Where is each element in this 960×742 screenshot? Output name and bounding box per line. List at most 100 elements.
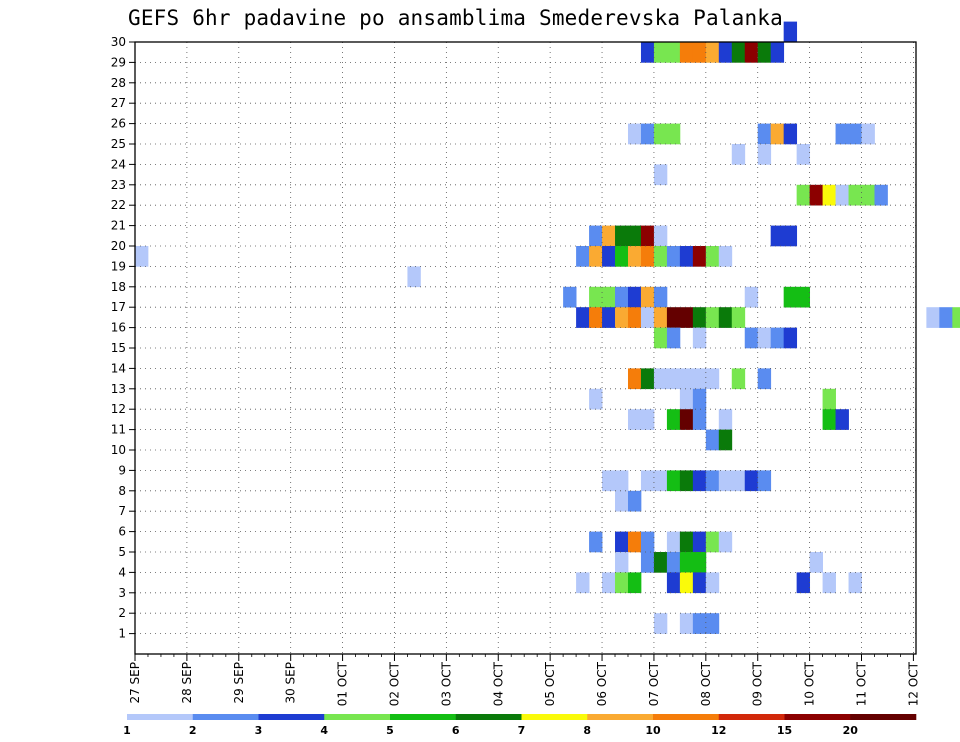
heatmap-cell: [666, 572, 681, 594]
grid-lines: [135, 41, 916, 654]
heatmap-cell: [705, 246, 720, 267]
legend-swatch: [718, 714, 785, 720]
heatmap-cell: [576, 307, 590, 328]
heatmap-cell: [835, 123, 849, 145]
heatmap-cell: [679, 307, 694, 328]
axis-ticks: 1234567891011121314151617181920212223242…: [111, 35, 921, 706]
legend-label: 6: [452, 724, 460, 737]
heatmap-cell: [718, 307, 733, 328]
heatmap-cell: [718, 429, 733, 451]
heatmap-cell: [640, 552, 655, 573]
heatmap-cell: [770, 123, 785, 145]
x-tick-label: 30 SEP: [284, 662, 298, 704]
heatmap-cell: [653, 327, 668, 349]
heatmap-cell: [576, 246, 590, 267]
heatmap-cell: [666, 368, 681, 390]
x-tick-label: 03 OCT: [439, 661, 453, 706]
heatmap-cell: [744, 286, 759, 308]
y-tick-label: 27: [111, 96, 126, 110]
heatmap-cell: [640, 368, 655, 390]
y-tick-label: 25: [111, 137, 126, 151]
x-tick-label: 01 OCT: [336, 661, 350, 706]
heatmap-cell: [653, 286, 668, 308]
y-tick-label: 8: [118, 484, 126, 498]
heatmap-cell: [835, 409, 849, 430]
legend-label: 20: [843, 724, 859, 737]
heatmap-cell: [589, 307, 603, 328]
y-tick-label: 21: [111, 219, 126, 233]
heatmap-cell: [822, 572, 836, 594]
heatmap-cell: [679, 246, 694, 267]
heatmap-cell: [615, 470, 629, 492]
heatmap-cell: [666, 470, 681, 492]
heatmap-cell: [692, 409, 707, 430]
heatmap-cell: [589, 286, 603, 308]
heatmap-cell: [589, 531, 603, 553]
heatmap-cell: [589, 388, 603, 410]
heatmap-cell: [576, 572, 590, 594]
heatmap-cell: [796, 286, 811, 308]
heatmap-cell: [692, 307, 707, 328]
heatmap-cell: [796, 144, 811, 165]
legend-swatch: [653, 714, 720, 720]
y-tick-label: 4: [118, 565, 126, 579]
heatmap-cell: [718, 531, 733, 553]
x-tick-label: 29 SEP: [232, 662, 246, 704]
heatmap-cell: [692, 327, 707, 349]
y-tick-label: 16: [111, 321, 126, 335]
heatmap-cell: [627, 123, 642, 145]
heatmap-cell: [848, 572, 862, 594]
heatmap-cell: [615, 552, 629, 573]
heatmap-cell: [692, 572, 707, 594]
heatmap-cell: [692, 552, 707, 573]
heatmap-cell: [679, 572, 694, 594]
heatmap-cell: [627, 490, 642, 512]
heatmap-cell: [627, 286, 642, 308]
x-tick-label: 11 OCT: [855, 661, 869, 706]
legend-label: 1: [123, 724, 131, 737]
heatmap-cell: [602, 225, 616, 247]
heatmap-cell: [705, 572, 720, 594]
y-tick-label: 3: [118, 586, 126, 600]
y-tick-label: 22: [111, 198, 126, 212]
heatmap-cell: [653, 613, 668, 634]
x-tick-label: 10 OCT: [803, 661, 817, 706]
heatmap-cell: [602, 470, 616, 492]
heatmap-cell: [783, 225, 798, 247]
heatmap-cell: [666, 246, 681, 267]
heatmap-cell: [679, 531, 694, 553]
legend-swatch: [127, 714, 194, 720]
heatmap-cell: [653, 470, 668, 492]
legend-label: 12: [711, 724, 726, 737]
heatmap-cell: [679, 368, 694, 390]
legend-swatch: [587, 714, 654, 720]
legend-label: 2: [189, 724, 197, 737]
heatmap-cell: [705, 42, 720, 63]
heatmap-cell: [135, 246, 149, 267]
heatmap-cell: [705, 613, 720, 634]
heatmap-cell: [770, 225, 785, 247]
heatmap-cell: [653, 552, 668, 573]
heatmap-cell: [640, 531, 655, 553]
y-tick-label: 6: [118, 525, 126, 539]
heatmap-cell: [653, 246, 668, 267]
heatmap-cell: [692, 368, 707, 390]
heatmap-cell: [731, 470, 746, 492]
heatmap-cell: [666, 327, 681, 349]
heatmap-cell: [848, 184, 862, 206]
heatmap-cell: [653, 42, 668, 63]
heatmap-cell: [666, 42, 681, 63]
heatmap-cell: [796, 184, 811, 206]
heatmap-cell: [615, 531, 629, 553]
heatmap-cell: [615, 246, 629, 267]
y-tick-label: 2: [118, 606, 126, 620]
y-tick-label: 12: [111, 402, 126, 416]
heatmap-cell: [744, 42, 759, 63]
heatmap-cell: [653, 225, 668, 247]
heatmap-cell: [757, 144, 772, 165]
y-tick-label: 24: [111, 157, 126, 171]
heatmap-cell: [627, 246, 642, 267]
legend-swatch: [324, 714, 391, 720]
y-tick-label: 9: [118, 463, 126, 477]
y-tick-label: 18: [111, 280, 126, 294]
